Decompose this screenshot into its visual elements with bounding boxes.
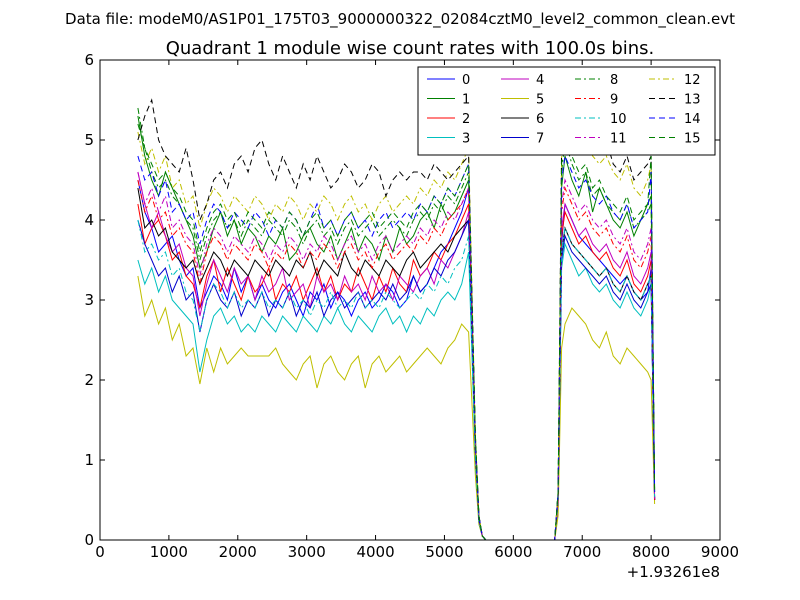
- legend-label-4: 4: [536, 73, 544, 88]
- legend-label-10: 10: [610, 112, 627, 127]
- y-tick-label: 6: [84, 51, 94, 69]
- chart-title: Quadrant 1 module wise count rates with …: [166, 38, 655, 59]
- series-line-3: [137, 242, 656, 541]
- y-tick-label: 3: [84, 291, 94, 309]
- suptitle: Data file: modeM0/AS1P01_175T03_90000003…: [65, 10, 735, 29]
- y-tick-label: 4: [84, 211, 94, 229]
- x-tick-label: 6000: [494, 543, 532, 561]
- series-line-10: [137, 219, 656, 541]
- x-tick-label: 7000: [563, 543, 601, 561]
- series-line-5: [137, 275, 656, 541]
- legend-label-8: 8: [610, 73, 618, 88]
- legend-label-1: 1: [462, 93, 470, 108]
- x-tick-label: 0: [95, 543, 105, 561]
- legend-box: [417, 66, 716, 156]
- series-line-1: [137, 115, 656, 541]
- legend-label-6: 6: [536, 112, 544, 127]
- x-offset-label: +1.93261e8: [627, 563, 720, 581]
- series-line-6: [137, 187, 656, 541]
- legend-label-11: 11: [610, 132, 627, 147]
- legend-label-12: 12: [684, 73, 701, 88]
- legend-label-3: 3: [462, 132, 470, 147]
- y-tick-label: 5: [84, 131, 94, 149]
- y-tick-label: 2: [84, 371, 94, 389]
- series-line-11: [137, 171, 656, 541]
- x-tick-label: 3000: [288, 543, 326, 561]
- x-tick-label: 8000: [632, 543, 670, 561]
- y-tick-label: 0: [84, 531, 94, 549]
- y-tick-label: 1: [84, 451, 94, 469]
- legend-label-9: 9: [610, 93, 618, 108]
- legend-label-15: 15: [684, 132, 701, 147]
- x-tick-label: 5000: [425, 543, 463, 561]
- x-tick-label: 1000: [150, 543, 188, 561]
- x-tick-label: 9000: [701, 543, 739, 561]
- series-line-14: [137, 154, 656, 541]
- series-line-9: [137, 179, 656, 541]
- series-line-8: [137, 107, 656, 541]
- series-line-2: [137, 203, 656, 541]
- legend-label-14: 14: [684, 112, 701, 127]
- legend-label-7: 7: [536, 132, 544, 147]
- axis-ticks: 0 1000 2000 3000 4000 5000 6000 7000 8000 9000012…: [84, 51, 739, 561]
- legend-label-13: 13: [684, 93, 701, 108]
- series-line-4: [137, 171, 656, 541]
- legend-label-2: 2: [462, 112, 470, 127]
- legend-label-5: 5: [536, 93, 544, 108]
- legend-label-0: 0: [462, 73, 470, 88]
- x-tick-label: 2000: [219, 543, 257, 561]
- x-tick-label: 4000: [356, 543, 394, 561]
